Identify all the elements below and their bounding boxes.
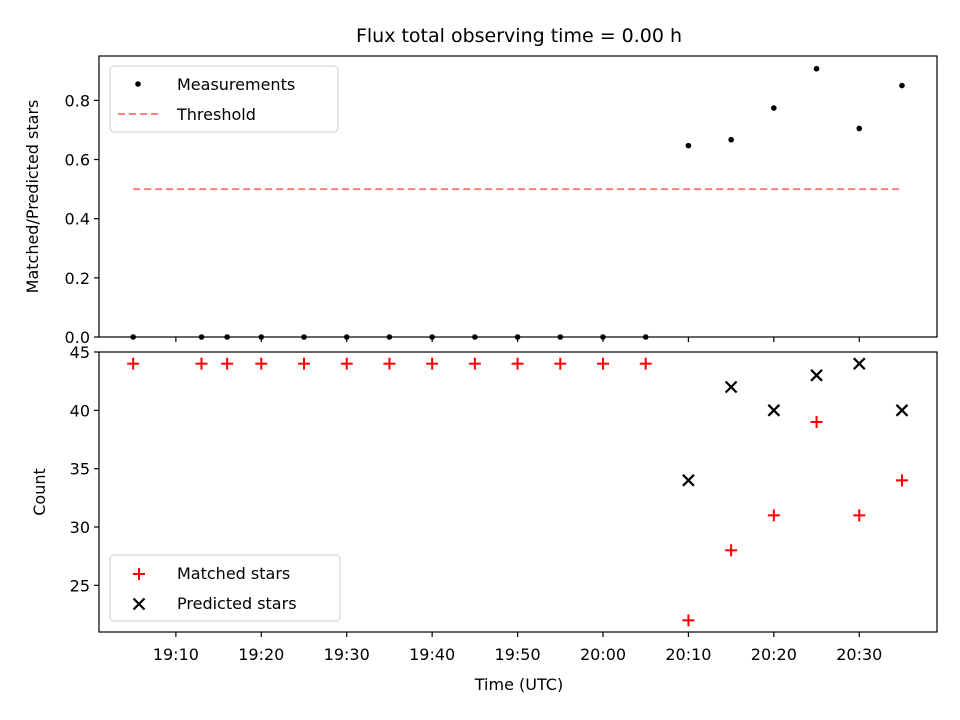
measurement-point [685,142,692,149]
predicted-star-point [852,357,866,370]
x-axis: 19:10 19:20 19:30 19:40 19:50 20:00 20:10 20:20… [153,645,882,694]
predicted-star-point-b [810,369,823,382]
y-tick-label: 25 [70,576,90,595]
predicted-star-point [767,404,781,417]
predicted-star-point [724,380,738,394]
predicted-star-point-b [852,357,866,370]
predicted-star-point-b [724,380,738,394]
y-axis-label: Count [30,468,49,516]
y-tick-label: 0.0 [65,328,90,347]
predicted-star-point [682,474,695,487]
measurement-point [813,65,820,72]
x-axis-label: Time (UTC) [474,675,563,694]
matched-star-point [767,509,780,522]
measurement-point [343,334,350,340]
x-tick-label: 19:30 [324,645,370,664]
y-tick-label: 30 [70,518,90,537]
y-tick-label: 35 [70,460,90,479]
predicted-star-point-b [682,474,695,487]
x-tick-label: 19:40 [409,645,455,664]
measurement-point [224,334,230,340]
y-tick-label: 0.6 [65,151,90,170]
measurement-point [557,334,564,340]
measurement-point [258,334,265,340]
measurement-point [386,334,393,340]
predicted-star-point-b [767,404,781,417]
predicted-star-point [895,404,909,417]
legend-matched-marker [133,568,145,580]
matched-star-point [639,357,652,370]
y-tick-label: 45 [70,343,90,362]
matched-star-point [511,357,524,370]
legend-measurements-label: Measurements [177,75,295,94]
measurement-point [198,334,205,340]
measurement-point [728,136,734,143]
measurement-point [472,334,478,340]
matched-star-point [468,357,481,370]
chart-title: Flux total observing time = 0.00 h [356,25,682,47]
matched-star-point [298,357,311,370]
x-tick-label: 20:30 [836,645,882,664]
matched-star-point [383,357,396,370]
matched-star-point [554,357,567,370]
legend-box [109,554,341,622]
x-tick-label: 20:20 [751,645,797,664]
legend-top: Measurements Threshold [109,65,339,133]
predicted-star-point [810,369,823,382]
x-tick-label: 20:10 [665,645,711,664]
measurement-point [856,125,863,132]
measurement-point [899,82,905,89]
matched-star-point [221,357,234,370]
x-tick-label: 19:10 [153,645,199,664]
top-panel: 0.0 0.2 0.4 0.6 0.8 Matched/Predicted stars Me… [23,55,938,347]
matched-star-point [255,357,268,370]
y-tick-label: 0.4 [65,210,90,229]
legend-measurement-marker [135,81,141,87]
legend-predicted-marker-b [132,597,146,611]
measurement-point [301,334,307,340]
legend-matched-label: Matched stars [177,564,290,583]
legend-predicted-label: Predicted stars [177,594,297,613]
bottom-panel: 25 30 35 40 45 Count Matched stars Predicted st… [30,343,938,637]
y-axis-label: Matched/Predicted stars [23,100,42,294]
x-tick-label: 20:00 [580,645,626,664]
measurement-point [429,334,435,340]
legend-bottom: Matched stars Predicted stars [109,554,341,622]
matched-star-point [195,357,208,370]
legend-box [109,65,339,133]
measurement-point [771,105,777,111]
legend-threshold-label: Threshold [176,105,256,124]
measurement-point [642,334,649,340]
y-tick-label: 0.2 [65,269,90,288]
legend-predicted-marker [132,597,146,611]
matched-star-point [725,544,738,557]
matched-star-point [682,614,695,627]
measurement-point [514,334,521,340]
measurement-point [130,334,136,340]
measurement-point [600,334,606,340]
matched-star-point [596,357,609,370]
matched-star-point [127,357,140,370]
y-tick-label: 0.8 [65,91,90,110]
x-tick-label: 19:50 [495,645,541,664]
y-tick-label: 40 [70,401,90,420]
matched-star-point [810,416,823,428]
x-tick-label: 19:20 [238,645,284,664]
matched-star-point [853,509,866,522]
matched-star-point [426,357,439,370]
matched-star-point [895,474,908,487]
matched-star-point [340,357,353,370]
predicted-star-point-b [895,404,909,417]
